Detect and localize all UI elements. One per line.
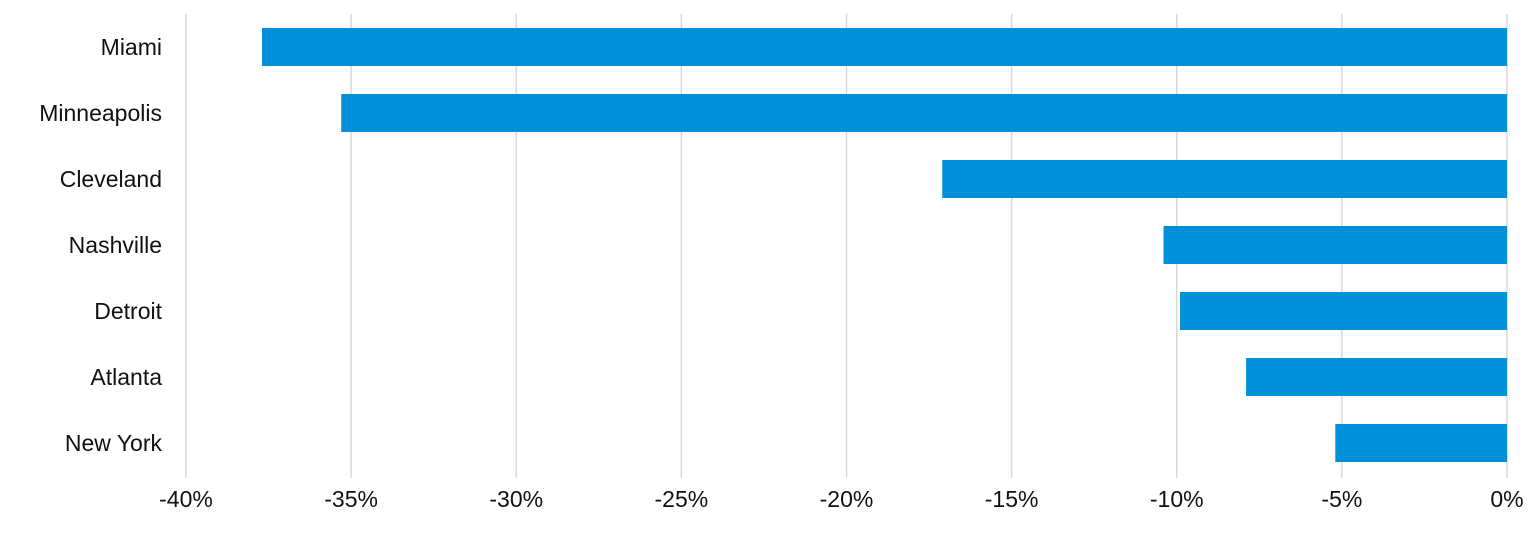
category-label: Minneapolis	[39, 100, 162, 126]
x-tick-label: -20%	[820, 486, 874, 512]
x-tick-label: -35%	[324, 486, 378, 512]
category-label: Detroit	[94, 298, 162, 324]
bar-miami	[261, 28, 1507, 66]
category-label: Nashville	[69, 232, 162, 258]
category-labels: Miami Minneapolis Cleveland Nashville Detroi…	[39, 34, 162, 456]
bar-new-york	[1335, 424, 1507, 462]
bar-minneapolis	[341, 94, 1507, 132]
category-label: Atlanta	[90, 364, 162, 390]
category-label: Cleveland	[60, 166, 162, 192]
category-label: New York	[65, 430, 163, 456]
x-tick-label: 0%	[1490, 486, 1523, 512]
bar-atlanta	[1246, 358, 1507, 396]
x-tick-label: -5%	[1321, 486, 1362, 512]
x-tick-label: -40%	[159, 486, 213, 512]
bars	[261, 28, 1507, 462]
x-tick-label: -30%	[489, 486, 543, 512]
x-tick-label: -15%	[985, 486, 1039, 512]
bar-cleveland	[942, 160, 1507, 198]
bar-detroit	[1180, 292, 1507, 330]
category-label: Miami	[101, 34, 162, 60]
x-tick-label: -10%	[1150, 486, 1204, 512]
x-tick-label: -25%	[655, 486, 709, 512]
x-axis-tick-labels: -40% -35% -30% -25% -20% -15% -10% -5% 0%	[159, 486, 1523, 512]
bar-nashville	[1163, 226, 1507, 264]
